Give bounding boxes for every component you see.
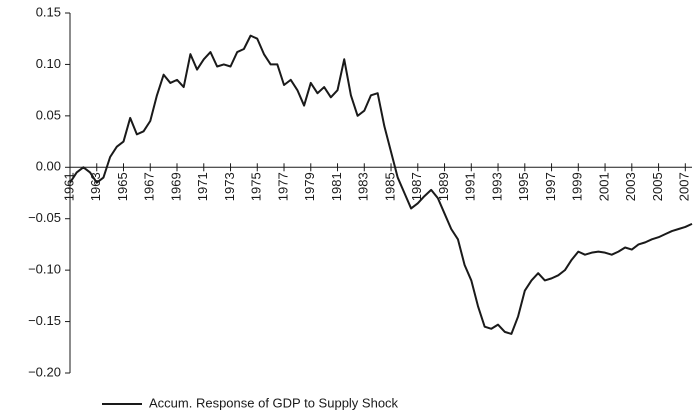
x-tick-label: 2003 [623, 172, 638, 201]
y-tick-label: 0.05 [36, 107, 61, 122]
x-tick-label: 1981 [329, 172, 344, 201]
x-tick-label: 1985 [382, 172, 397, 201]
x-tick-label: 1995 [516, 172, 531, 201]
x-tick-label: 2005 [650, 172, 665, 201]
x-tick-label: 1999 [570, 172, 585, 201]
x-tick-label: 1993 [489, 172, 504, 201]
x-tick-label: 1979 [302, 172, 317, 201]
y-tick-label: 0.10 [36, 56, 61, 71]
x-tick-label: 1963 [88, 172, 103, 201]
y-tick-label: 0.15 [36, 4, 61, 19]
x-tick-label: 1997 [543, 172, 558, 201]
y-tick-label: −0.15 [28, 313, 61, 328]
data-line [69, 34, 693, 335]
x-tick-label: 2007 [677, 172, 692, 201]
x-tick-label: 1967 [142, 172, 157, 201]
x-tick-label: 1965 [115, 172, 130, 201]
x-tick-label: 1971 [195, 172, 210, 201]
x-tick-label: 1989 [436, 172, 451, 201]
y-tick-label: −0.05 [28, 210, 61, 225]
y-tick-label: 0.00 [36, 159, 61, 174]
x-tick-label: 1991 [463, 172, 478, 201]
x-tick-label: 2001 [596, 172, 611, 201]
x-tick-label: 1983 [356, 172, 371, 201]
x-tick-label: 1973 [222, 172, 237, 201]
legend-label: Accum. Response of GDP to Supply Shock [149, 395, 399, 410]
y-tick-label: −0.10 [28, 262, 61, 277]
y-tick-label: −0.20 [28, 364, 61, 379]
x-tick-label: 1975 [249, 172, 264, 201]
x-tick-label: 1977 [275, 172, 290, 201]
x-tick-label: 1969 [168, 172, 183, 201]
x-tick-label: 1987 [409, 172, 424, 201]
